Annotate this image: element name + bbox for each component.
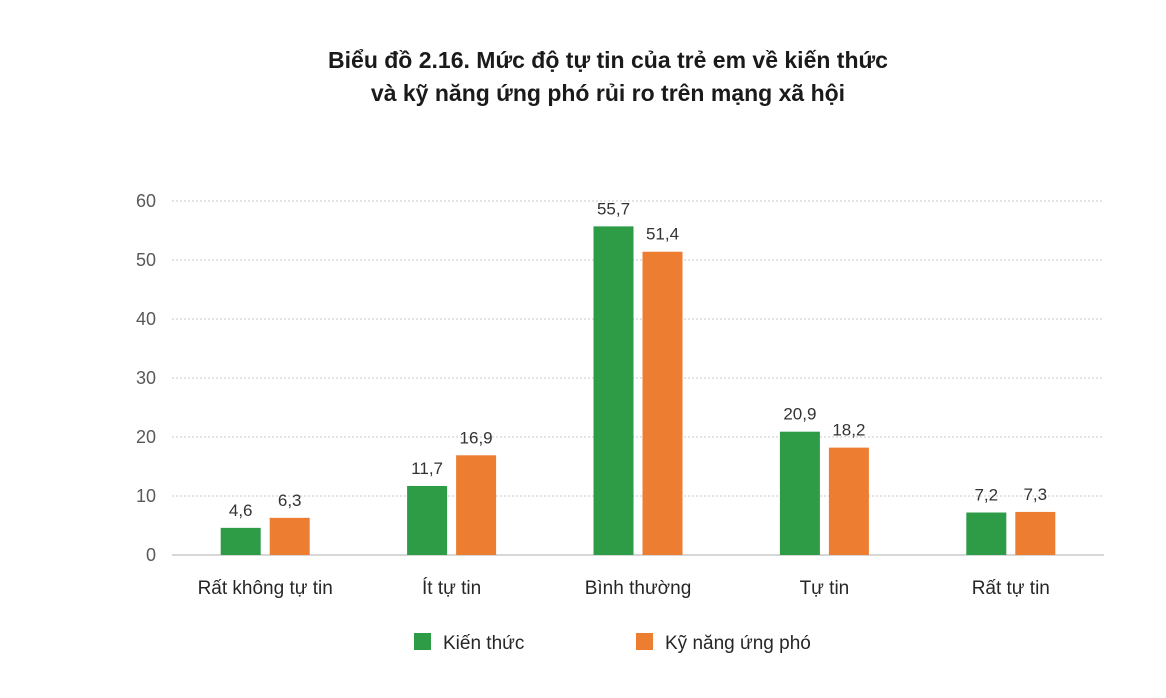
x-tick-label: Bình thường [585,578,692,599]
chart-title-line-1: Biểu đồ 2.16. Mức độ tự tin của trẻ em v… [328,47,888,73]
chart-title-line-2: và kỹ năng ứng phó rủi ro trên mạng xã h… [370,80,846,106]
bar [828,447,869,555]
x-tick-label: Ít tự tin [422,578,481,599]
bar [269,517,310,555]
x-tick-label: Tự tin [800,578,850,599]
bar [220,527,261,555]
legend-swatch [636,633,653,650]
data-label: 20,9 [783,405,816,424]
chart-title: Biểu đồ 2.16. Mức độ tự tin của trẻ em v… [0,44,1166,110]
y-tick-label: 20 [136,427,156,447]
bar [407,485,448,555]
legend-label: Kiến thức [443,633,524,654]
y-tick-label: 50 [136,250,156,270]
data-label: 55,7 [597,199,630,218]
bar [1015,511,1056,555]
y-tick-label: 60 [136,191,156,211]
data-label: 18,2 [832,421,865,440]
y-tick-label: 40 [136,309,156,329]
data-label: 51,4 [646,225,679,244]
legend-swatch [414,633,431,650]
data-label: 6,3 [278,491,302,510]
x-tick-label: Rất tự tin [972,578,1050,599]
bar [966,512,1007,555]
data-label: 11,7 [411,459,443,478]
bar [642,251,683,556]
y-tick-label: 0 [146,545,156,565]
bar [456,455,497,555]
data-label: 16,9 [460,428,493,447]
bar [779,431,820,555]
data-label: 7,2 [974,486,998,505]
y-tick-label: 10 [136,486,156,506]
bar [593,226,634,555]
legend-label: Kỹ năng ứng phó [665,633,811,654]
data-label: 7,3 [1023,485,1047,504]
data-label: 4,6 [229,501,253,520]
y-tick-label: 30 [136,368,156,388]
x-tick-label: Rất không tự tin [198,578,333,599]
